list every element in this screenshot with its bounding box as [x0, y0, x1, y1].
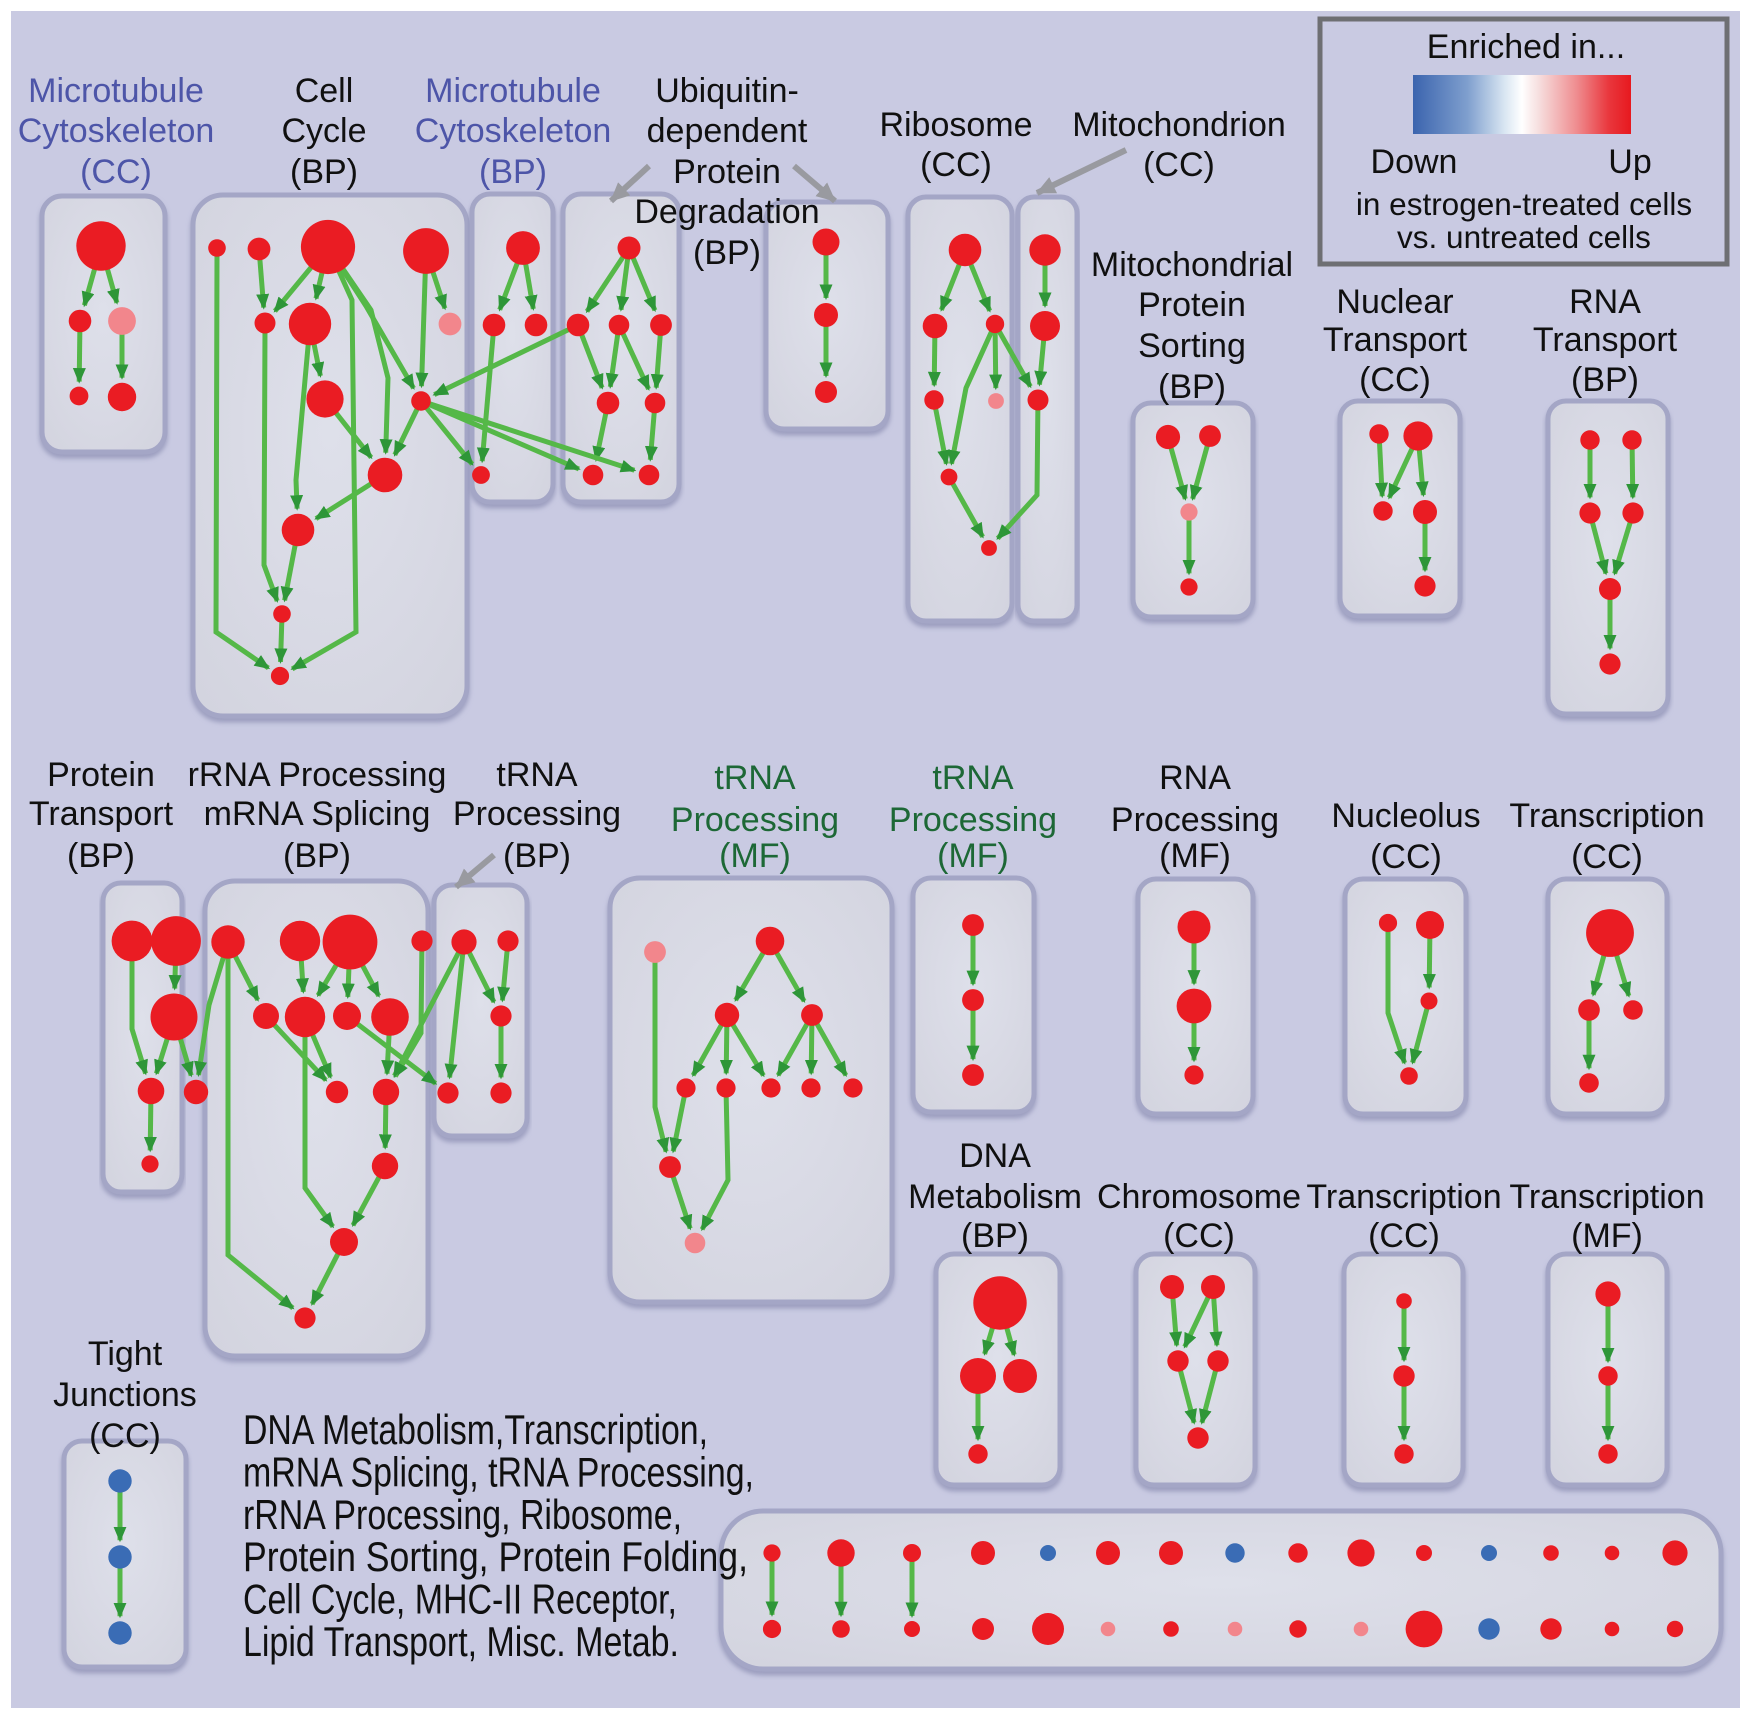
svg-text:RNA: RNA — [1569, 283, 1641, 321]
svg-text:Sorting: Sorting — [1138, 327, 1246, 365]
svg-text:(CC): (CC) — [1571, 838, 1643, 876]
svg-text:mRNA Splicing: mRNA Splicing — [204, 795, 431, 833]
svg-text:Enriched in...: Enriched in... — [1427, 28, 1625, 66]
svg-text:tRNA: tRNA — [932, 759, 1014, 797]
svg-text:Protein: Protein — [673, 153, 781, 191]
svg-text:Microtubule: Microtubule — [28, 72, 204, 110]
svg-text:(CC): (CC) — [1368, 1217, 1440, 1255]
svg-text:Tight: Tight — [88, 1335, 163, 1373]
svg-text:Processing: Processing — [1111, 801, 1279, 839]
svg-text:(BP): (BP) — [503, 837, 571, 875]
svg-text:vs. untreated cells: vs. untreated cells — [1397, 219, 1651, 255]
svg-text:Cytoskeleton: Cytoskeleton — [415, 112, 612, 150]
svg-text:(MF): (MF) — [719, 837, 791, 875]
svg-text:(BP): (BP) — [283, 837, 351, 875]
svg-text:(CC): (CC) — [80, 153, 152, 191]
svg-text:(BP): (BP) — [1571, 361, 1639, 399]
svg-text:(CC): (CC) — [1370, 838, 1442, 876]
svg-text:(CC): (CC) — [920, 146, 992, 184]
svg-text:Degradation: Degradation — [634, 193, 819, 231]
svg-text:Ubiquitin-: Ubiquitin- — [655, 72, 799, 110]
svg-text:(BP): (BP) — [290, 153, 358, 191]
svg-text:Nucleolus: Nucleolus — [1331, 797, 1480, 835]
svg-text:(BP): (BP) — [67, 837, 135, 875]
svg-text:Transcription: Transcription — [1509, 1178, 1704, 1216]
svg-text:Cytoskeleton: Cytoskeleton — [18, 112, 215, 150]
svg-text:DNA: DNA — [959, 1137, 1031, 1175]
svg-text:(MF): (MF) — [1571, 1217, 1643, 1255]
svg-text:(MF): (MF) — [937, 837, 1009, 875]
svg-text:rRNA Processing, Ribosome,: rRNA Processing, Ribosome, — [243, 1491, 682, 1538]
svg-text:(CC): (CC) — [1359, 361, 1431, 399]
svg-text:rRNA Processing: rRNA Processing — [188, 756, 447, 794]
svg-text:Junctions: Junctions — [53, 1376, 197, 1414]
svg-text:Transport: Transport — [1323, 321, 1468, 359]
svg-text:Cell Cycle, MHC-II Receptor,: Cell Cycle, MHC-II Receptor, — [243, 1576, 677, 1623]
svg-text:in estrogen-treated cells: in estrogen-treated cells — [1356, 186, 1692, 222]
svg-text:(BP): (BP) — [961, 1217, 1029, 1255]
svg-text:Processing: Processing — [671, 801, 839, 839]
svg-text:Lipid Transport, Misc. Metab.: Lipid Transport, Misc. Metab. — [243, 1618, 679, 1665]
svg-text:Cycle: Cycle — [281, 112, 366, 150]
svg-text:Protein: Protein — [47, 756, 155, 794]
svg-text:tRNA: tRNA — [714, 759, 796, 797]
svg-text:Processing: Processing — [889, 801, 1057, 839]
svg-text:(BP): (BP) — [479, 153, 547, 191]
svg-text:Protein Sorting, Protein Foldi: Protein Sorting, Protein Folding, — [243, 1533, 748, 1580]
svg-text:Down: Down — [1371, 143, 1458, 181]
svg-text:(CC): (CC) — [1143, 146, 1215, 184]
svg-text:(BP): (BP) — [693, 234, 761, 272]
svg-text:Cell: Cell — [295, 72, 354, 110]
svg-text:Processing: Processing — [453, 795, 621, 833]
svg-text:Transcription: Transcription — [1306, 1178, 1501, 1216]
svg-text:RNA: RNA — [1159, 759, 1231, 797]
svg-text:mRNA Splicing, tRNA Processing: mRNA Splicing, tRNA Processing, — [243, 1448, 754, 1495]
svg-text:dependent: dependent — [647, 112, 808, 150]
svg-text:Protein: Protein — [1138, 286, 1246, 324]
svg-text:tRNA: tRNA — [496, 756, 578, 794]
svg-text:(CC): (CC) — [89, 1417, 161, 1455]
svg-text:DNA Metabolism,Transcription,: DNA Metabolism,Transcription, — [243, 1406, 708, 1453]
svg-text:(BP): (BP) — [1158, 368, 1226, 406]
svg-text:Transport: Transport — [1533, 321, 1678, 359]
svg-text:Chromosome: Chromosome — [1097, 1178, 1301, 1216]
svg-text:Up: Up — [1608, 143, 1651, 181]
svg-text:Nuclear: Nuclear — [1336, 283, 1453, 321]
svg-text:Microtubule: Microtubule — [425, 72, 601, 110]
svg-text:(MF): (MF) — [1159, 837, 1231, 875]
svg-text:Transport: Transport — [29, 795, 174, 833]
svg-text:Transcription: Transcription — [1509, 797, 1704, 835]
svg-text:Mitochondrial: Mitochondrial — [1091, 246, 1293, 284]
svg-text:(CC): (CC) — [1163, 1217, 1235, 1255]
svg-text:Metabolism: Metabolism — [908, 1178, 1082, 1216]
svg-text:Mitochondrion: Mitochondrion — [1072, 106, 1286, 144]
svg-text:Ribosome: Ribosome — [879, 106, 1032, 144]
